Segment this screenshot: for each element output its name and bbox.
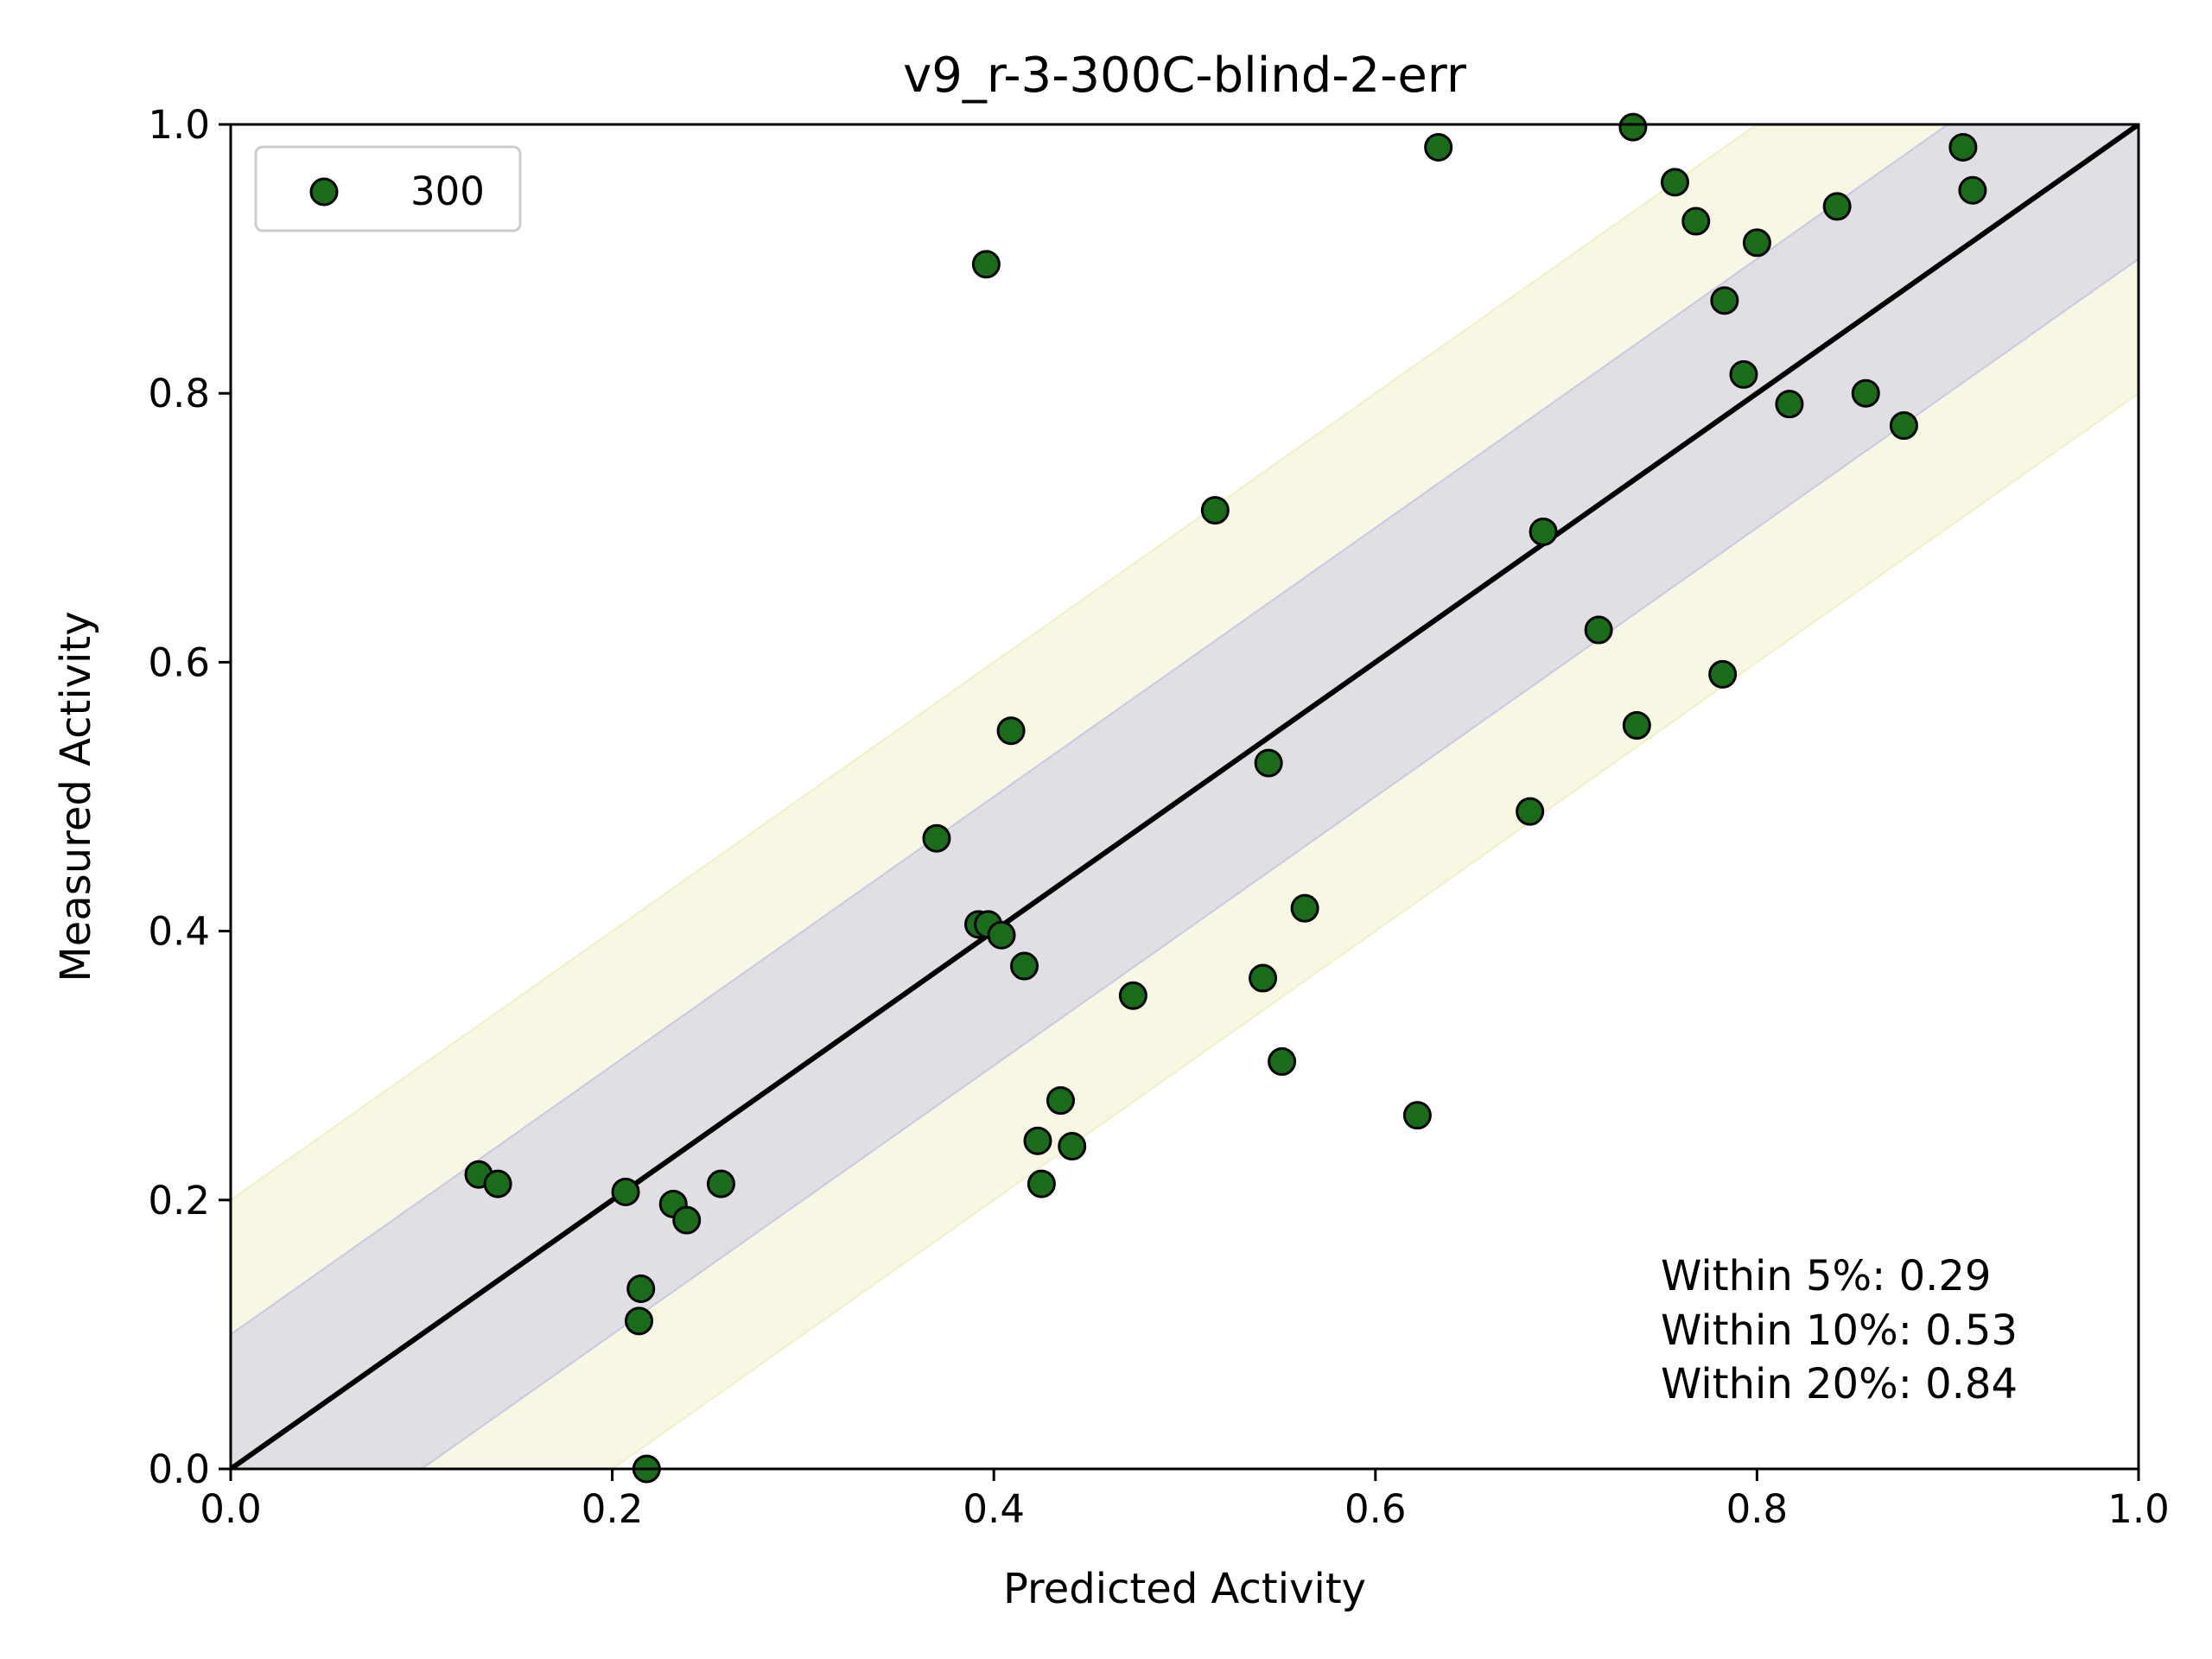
data-point bbox=[1118, 981, 1147, 1010]
x-tick-label: 0.0 bbox=[200, 1486, 262, 1532]
annotation-within-10: Within 10%: 0.53 bbox=[1661, 1306, 2018, 1355]
data-point bbox=[706, 1169, 735, 1198]
data-point bbox=[1424, 132, 1453, 162]
data-point bbox=[1889, 411, 1918, 441]
legend-marker bbox=[309, 177, 339, 207]
annotation-within-5: Within 5%: 0.29 bbox=[1661, 1252, 1991, 1300]
y-tick-label: 0.8 bbox=[148, 371, 210, 416]
x-tick-label: 1.0 bbox=[2107, 1486, 2170, 1532]
x-tick-label: 0.2 bbox=[582, 1486, 644, 1532]
data-point bbox=[672, 1205, 702, 1235]
data-point bbox=[1027, 1169, 1056, 1198]
y-tick-label: 0.6 bbox=[148, 639, 210, 685]
data-point bbox=[1058, 1132, 1087, 1161]
data-point bbox=[1948, 132, 1978, 162]
x-tick-label: 0.4 bbox=[963, 1486, 1025, 1532]
data-point bbox=[1200, 496, 1230, 525]
data-point bbox=[1529, 517, 1558, 546]
data-point bbox=[483, 1169, 512, 1198]
data-point bbox=[1584, 615, 1613, 645]
data-point bbox=[1729, 359, 1758, 389]
data-point bbox=[1660, 168, 1689, 197]
data-points bbox=[464, 112, 1987, 1484]
data-point bbox=[1010, 951, 1039, 981]
x-tick-label: 0.6 bbox=[1344, 1486, 1407, 1532]
data-point bbox=[1046, 1086, 1075, 1116]
data-point bbox=[1618, 112, 1648, 142]
x-axis-label: Predicted Activity bbox=[1003, 1565, 1366, 1613]
legend-box bbox=[254, 145, 522, 232]
data-point bbox=[626, 1274, 656, 1303]
data-point bbox=[971, 250, 1001, 279]
data-point bbox=[1775, 390, 1804, 419]
legend-label: 300 bbox=[410, 168, 485, 214]
data-point bbox=[987, 920, 1016, 950]
y-tick-label: 0.4 bbox=[148, 909, 210, 955]
y-tick-label: 0.2 bbox=[148, 1178, 210, 1224]
y-axis-ticks: 0.0 0.2 0.4 0.6 0.8 1.0 bbox=[148, 102, 231, 1492]
x-tick-label: 0.8 bbox=[1726, 1486, 1789, 1532]
reference-line-layer bbox=[231, 124, 2139, 1469]
data-point bbox=[1822, 192, 1852, 221]
y-tick-label: 0.0 bbox=[148, 1446, 210, 1492]
data-point bbox=[1516, 797, 1545, 826]
data-point bbox=[1290, 893, 1319, 923]
chart-title: v9_r-3-300C-blind-2-err bbox=[903, 48, 1467, 104]
data-point bbox=[611, 1177, 640, 1206]
reference-line bbox=[231, 124, 2139, 1469]
data-point bbox=[1249, 963, 1278, 993]
data-point bbox=[1851, 378, 1880, 408]
legend: 300 bbox=[254, 145, 522, 232]
data-point bbox=[1742, 228, 1771, 257]
data-point bbox=[1708, 659, 1738, 689]
plot-frame bbox=[229, 123, 2140, 1471]
data-point bbox=[1622, 711, 1651, 741]
data-point bbox=[1023, 1126, 1052, 1155]
data-point bbox=[1268, 1047, 1297, 1077]
data-point bbox=[1710, 286, 1739, 315]
data-point bbox=[625, 1306, 654, 1336]
data-point bbox=[922, 823, 951, 853]
x-axis-ticks: 0.0 0.2 0.4 0.6 0.8 1.0 bbox=[200, 1469, 2170, 1532]
data-point bbox=[1681, 207, 1711, 236]
annotation-within-20: Within 20%: 0.84 bbox=[1661, 1360, 2018, 1408]
data-point bbox=[1402, 1101, 1432, 1130]
y-tick-label: 1.0 bbox=[148, 102, 210, 148]
accuracy-annotations: Within 5%: 0.29 Within 10%: 0.53 Within … bbox=[1661, 1252, 2018, 1408]
y-axis-label: Measured Activity bbox=[52, 611, 100, 982]
data-point bbox=[996, 716, 1026, 746]
data-point bbox=[1958, 175, 1987, 205]
data-point bbox=[1254, 748, 1283, 778]
